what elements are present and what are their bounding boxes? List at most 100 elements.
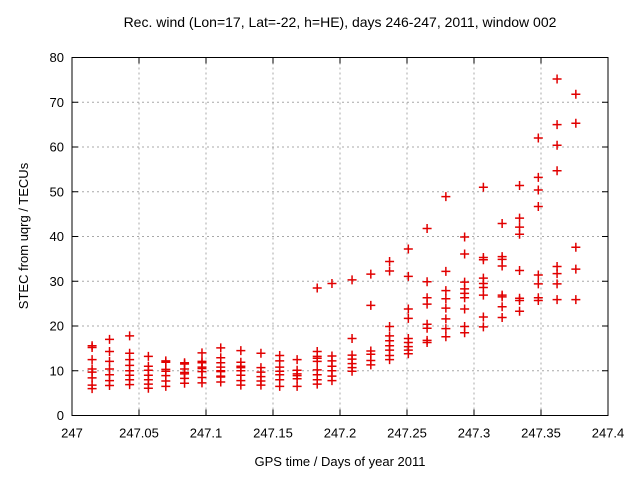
y-tick-label: 80 <box>50 50 64 65</box>
data-point-marker <box>236 346 246 356</box>
x-tick-label: 247.4 <box>592 426 625 441</box>
data-points <box>87 74 581 394</box>
y-tick-label: 0 <box>57 408 64 423</box>
data-point-marker <box>161 381 171 391</box>
data-point-marker <box>236 380 246 390</box>
data-point-marker <box>533 270 543 280</box>
data-point-marker <box>125 331 135 341</box>
y-tick-label: 60 <box>50 140 64 155</box>
data-point-marker <box>515 180 525 190</box>
x-tick-label: 247.05 <box>119 426 159 441</box>
data-point-marker <box>403 244 413 254</box>
data-point-marker <box>347 275 357 285</box>
plot-border <box>71 57 609 416</box>
x-tick-label: 247.1 <box>190 426 223 441</box>
data-point-marker <box>180 378 190 388</box>
x-tick-label: 247 <box>61 426 83 441</box>
data-point-marker <box>533 279 543 289</box>
data-point-marker <box>515 295 525 305</box>
data-point-marker <box>460 232 470 242</box>
data-point-marker <box>312 283 322 293</box>
data-point-marker <box>441 294 451 304</box>
y-axis-label: STEC from uqrg / TECUs <box>16 162 31 309</box>
x-tick-label: 247.3 <box>458 426 491 441</box>
data-point-marker <box>478 255 488 265</box>
data-point-marker <box>533 202 543 212</box>
data-point-marker <box>552 279 562 289</box>
data-point-marker <box>533 172 543 182</box>
x-tick-label: 247.25 <box>387 426 427 441</box>
data-point-marker <box>197 348 207 358</box>
data-point-marker <box>571 89 581 99</box>
y-tick-label: 50 <box>50 184 64 199</box>
data-point-marker <box>515 213 525 223</box>
data-point-marker <box>256 348 266 358</box>
data-point-marker <box>197 378 207 388</box>
data-point-marker <box>327 278 337 288</box>
data-point-marker <box>216 343 226 353</box>
data-point-marker <box>533 185 543 195</box>
data-point-marker <box>497 292 507 302</box>
data-point-marker <box>460 304 470 314</box>
data-point-marker <box>143 351 153 361</box>
data-point-marker <box>366 300 376 310</box>
x-tick-label: 247.15 <box>253 426 293 441</box>
data-point-marker <box>292 381 302 391</box>
data-point-marker <box>497 219 507 229</box>
data-point-marker <box>105 347 115 357</box>
data-point-marker <box>552 140 562 150</box>
data-point-marker <box>366 360 376 370</box>
y-tick-label: 30 <box>50 274 64 289</box>
data-point-marker <box>256 380 266 390</box>
data-point-marker <box>478 290 488 300</box>
data-point-marker <box>571 242 581 252</box>
data-point-marker <box>441 303 451 313</box>
y-tick-label: 20 <box>50 319 64 334</box>
data-point-marker <box>478 283 488 293</box>
data-point-marker <box>385 355 395 365</box>
data-point-marker <box>533 133 543 143</box>
data-point-marker <box>552 295 562 305</box>
data-point-marker <box>571 264 581 274</box>
x-tick-label: 247.35 <box>521 426 561 441</box>
y-tick-label: 40 <box>50 229 64 244</box>
y-tick-label: 10 <box>50 363 64 378</box>
data-point-marker <box>552 120 562 130</box>
data-point-marker <box>533 295 543 305</box>
data-point-marker <box>312 379 322 389</box>
data-point-marker <box>552 166 562 176</box>
chart-title: Rec. wind (Lon=17, Lat=-22, h=HE), days … <box>124 14 557 30</box>
data-point-marker <box>87 342 97 352</box>
data-point-marker <box>460 293 470 303</box>
data-point-marker <box>571 118 581 128</box>
data-point-marker <box>441 324 451 334</box>
data-point-marker <box>441 314 451 324</box>
data-point-marker <box>422 223 432 233</box>
data-point-marker <box>497 312 507 322</box>
data-point-marker <box>347 366 357 376</box>
data-point-marker <box>497 302 507 312</box>
x-axis-label: GPS time / Days of year 2011 <box>255 454 426 469</box>
data-point-marker <box>275 381 285 391</box>
label-layer: Rec. wind (Lon=17, Lat=-22, h=HE), days … <box>16 14 557 469</box>
data-point-marker <box>105 334 115 344</box>
data-point-marker <box>515 229 525 239</box>
data-point-marker <box>441 192 451 202</box>
data-point-marker <box>478 322 488 332</box>
data-point-marker <box>312 356 322 366</box>
data-point-marker <box>422 338 432 348</box>
data-point-marker <box>403 313 413 323</box>
data-point-marker <box>216 377 226 387</box>
data-point-marker <box>441 332 451 342</box>
data-point-marker <box>441 266 451 276</box>
data-point-marker <box>105 356 115 366</box>
data-point-marker <box>125 380 135 390</box>
data-point-marker <box>422 277 432 287</box>
x-tick-label: 247.2 <box>324 426 357 441</box>
data-point-marker <box>515 266 525 276</box>
data-point-marker <box>441 286 451 296</box>
data-point-marker <box>87 355 97 365</box>
data-point-marker <box>347 334 357 344</box>
data-point-marker <box>497 261 507 271</box>
